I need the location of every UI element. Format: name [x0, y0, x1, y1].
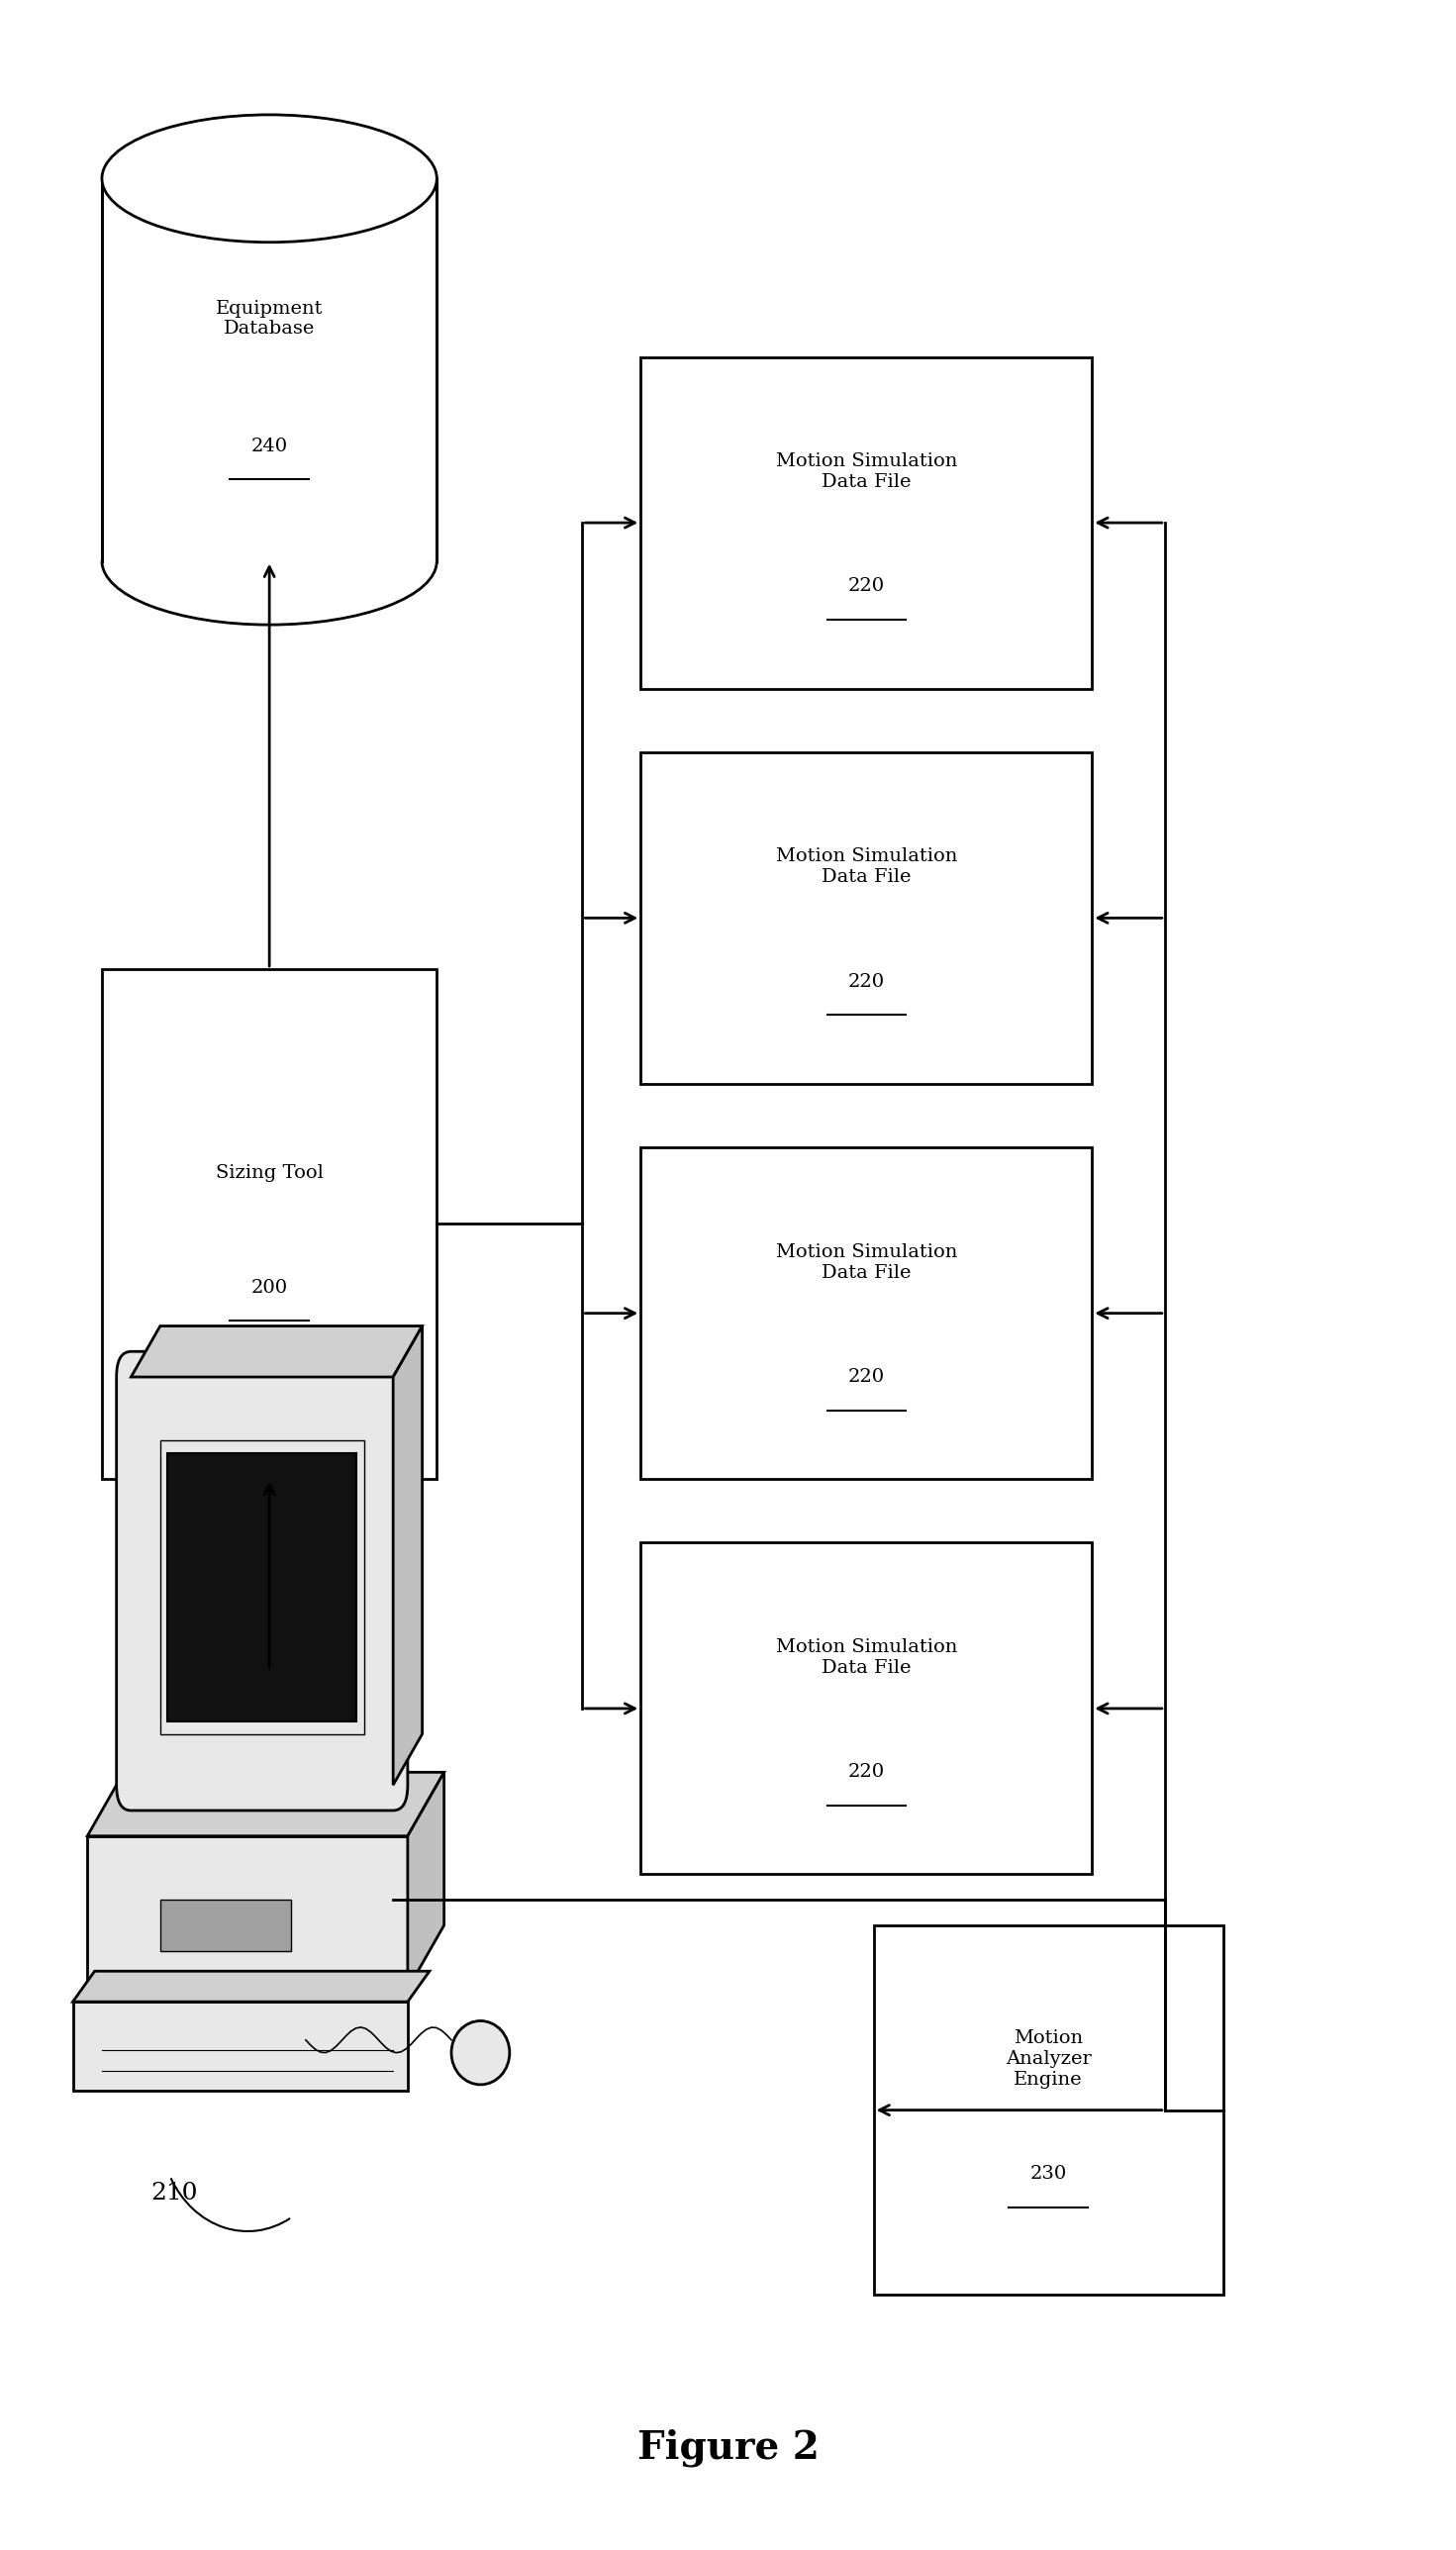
Text: 240: 240	[250, 439, 288, 454]
Text: Equipment
Database: Equipment Database	[215, 298, 323, 339]
Polygon shape	[393, 1326, 422, 1785]
Text: Figure 2: Figure 2	[638, 2430, 818, 2466]
Text: Motion Simulation
Data File: Motion Simulation Data File	[776, 1637, 957, 1678]
Text: Sizing Tool: Sizing Tool	[215, 1165, 323, 1181]
Text: Motion Simulation
Data File: Motion Simulation Data File	[776, 847, 957, 887]
Text: 220: 220	[847, 1369, 885, 1385]
Bar	[102, 179, 437, 561]
Polygon shape	[73, 1971, 430, 2002]
Text: 220: 220	[847, 974, 885, 989]
Text: 200: 200	[250, 1280, 288, 1295]
FancyBboxPatch shape	[874, 1925, 1223, 2295]
Polygon shape	[408, 1772, 444, 1989]
Text: Motion Simulation
Data File: Motion Simulation Data File	[776, 451, 957, 492]
Polygon shape	[87, 1772, 444, 1836]
FancyBboxPatch shape	[641, 752, 1092, 1084]
Polygon shape	[131, 1326, 422, 1377]
Text: Motion Simulation
Data File: Motion Simulation Data File	[776, 1242, 957, 1283]
FancyBboxPatch shape	[73, 2002, 408, 2091]
Text: 210: 210	[151, 2183, 198, 2203]
Text: 220: 220	[847, 579, 885, 594]
Text: 230: 230	[1029, 2165, 1067, 2183]
Ellipse shape	[102, 115, 437, 242]
Text: 220: 220	[847, 1765, 885, 1780]
FancyBboxPatch shape	[641, 1543, 1092, 1874]
Ellipse shape	[451, 2020, 510, 2086]
FancyBboxPatch shape	[87, 1836, 408, 1989]
FancyBboxPatch shape	[102, 969, 437, 1479]
FancyBboxPatch shape	[160, 1900, 291, 1951]
FancyBboxPatch shape	[167, 1454, 357, 1721]
Text: Motion
Analyzer
Engine: Motion Analyzer Engine	[1006, 2030, 1091, 2088]
FancyBboxPatch shape	[641, 357, 1092, 688]
FancyBboxPatch shape	[641, 1148, 1092, 1479]
FancyBboxPatch shape	[116, 1352, 408, 1810]
